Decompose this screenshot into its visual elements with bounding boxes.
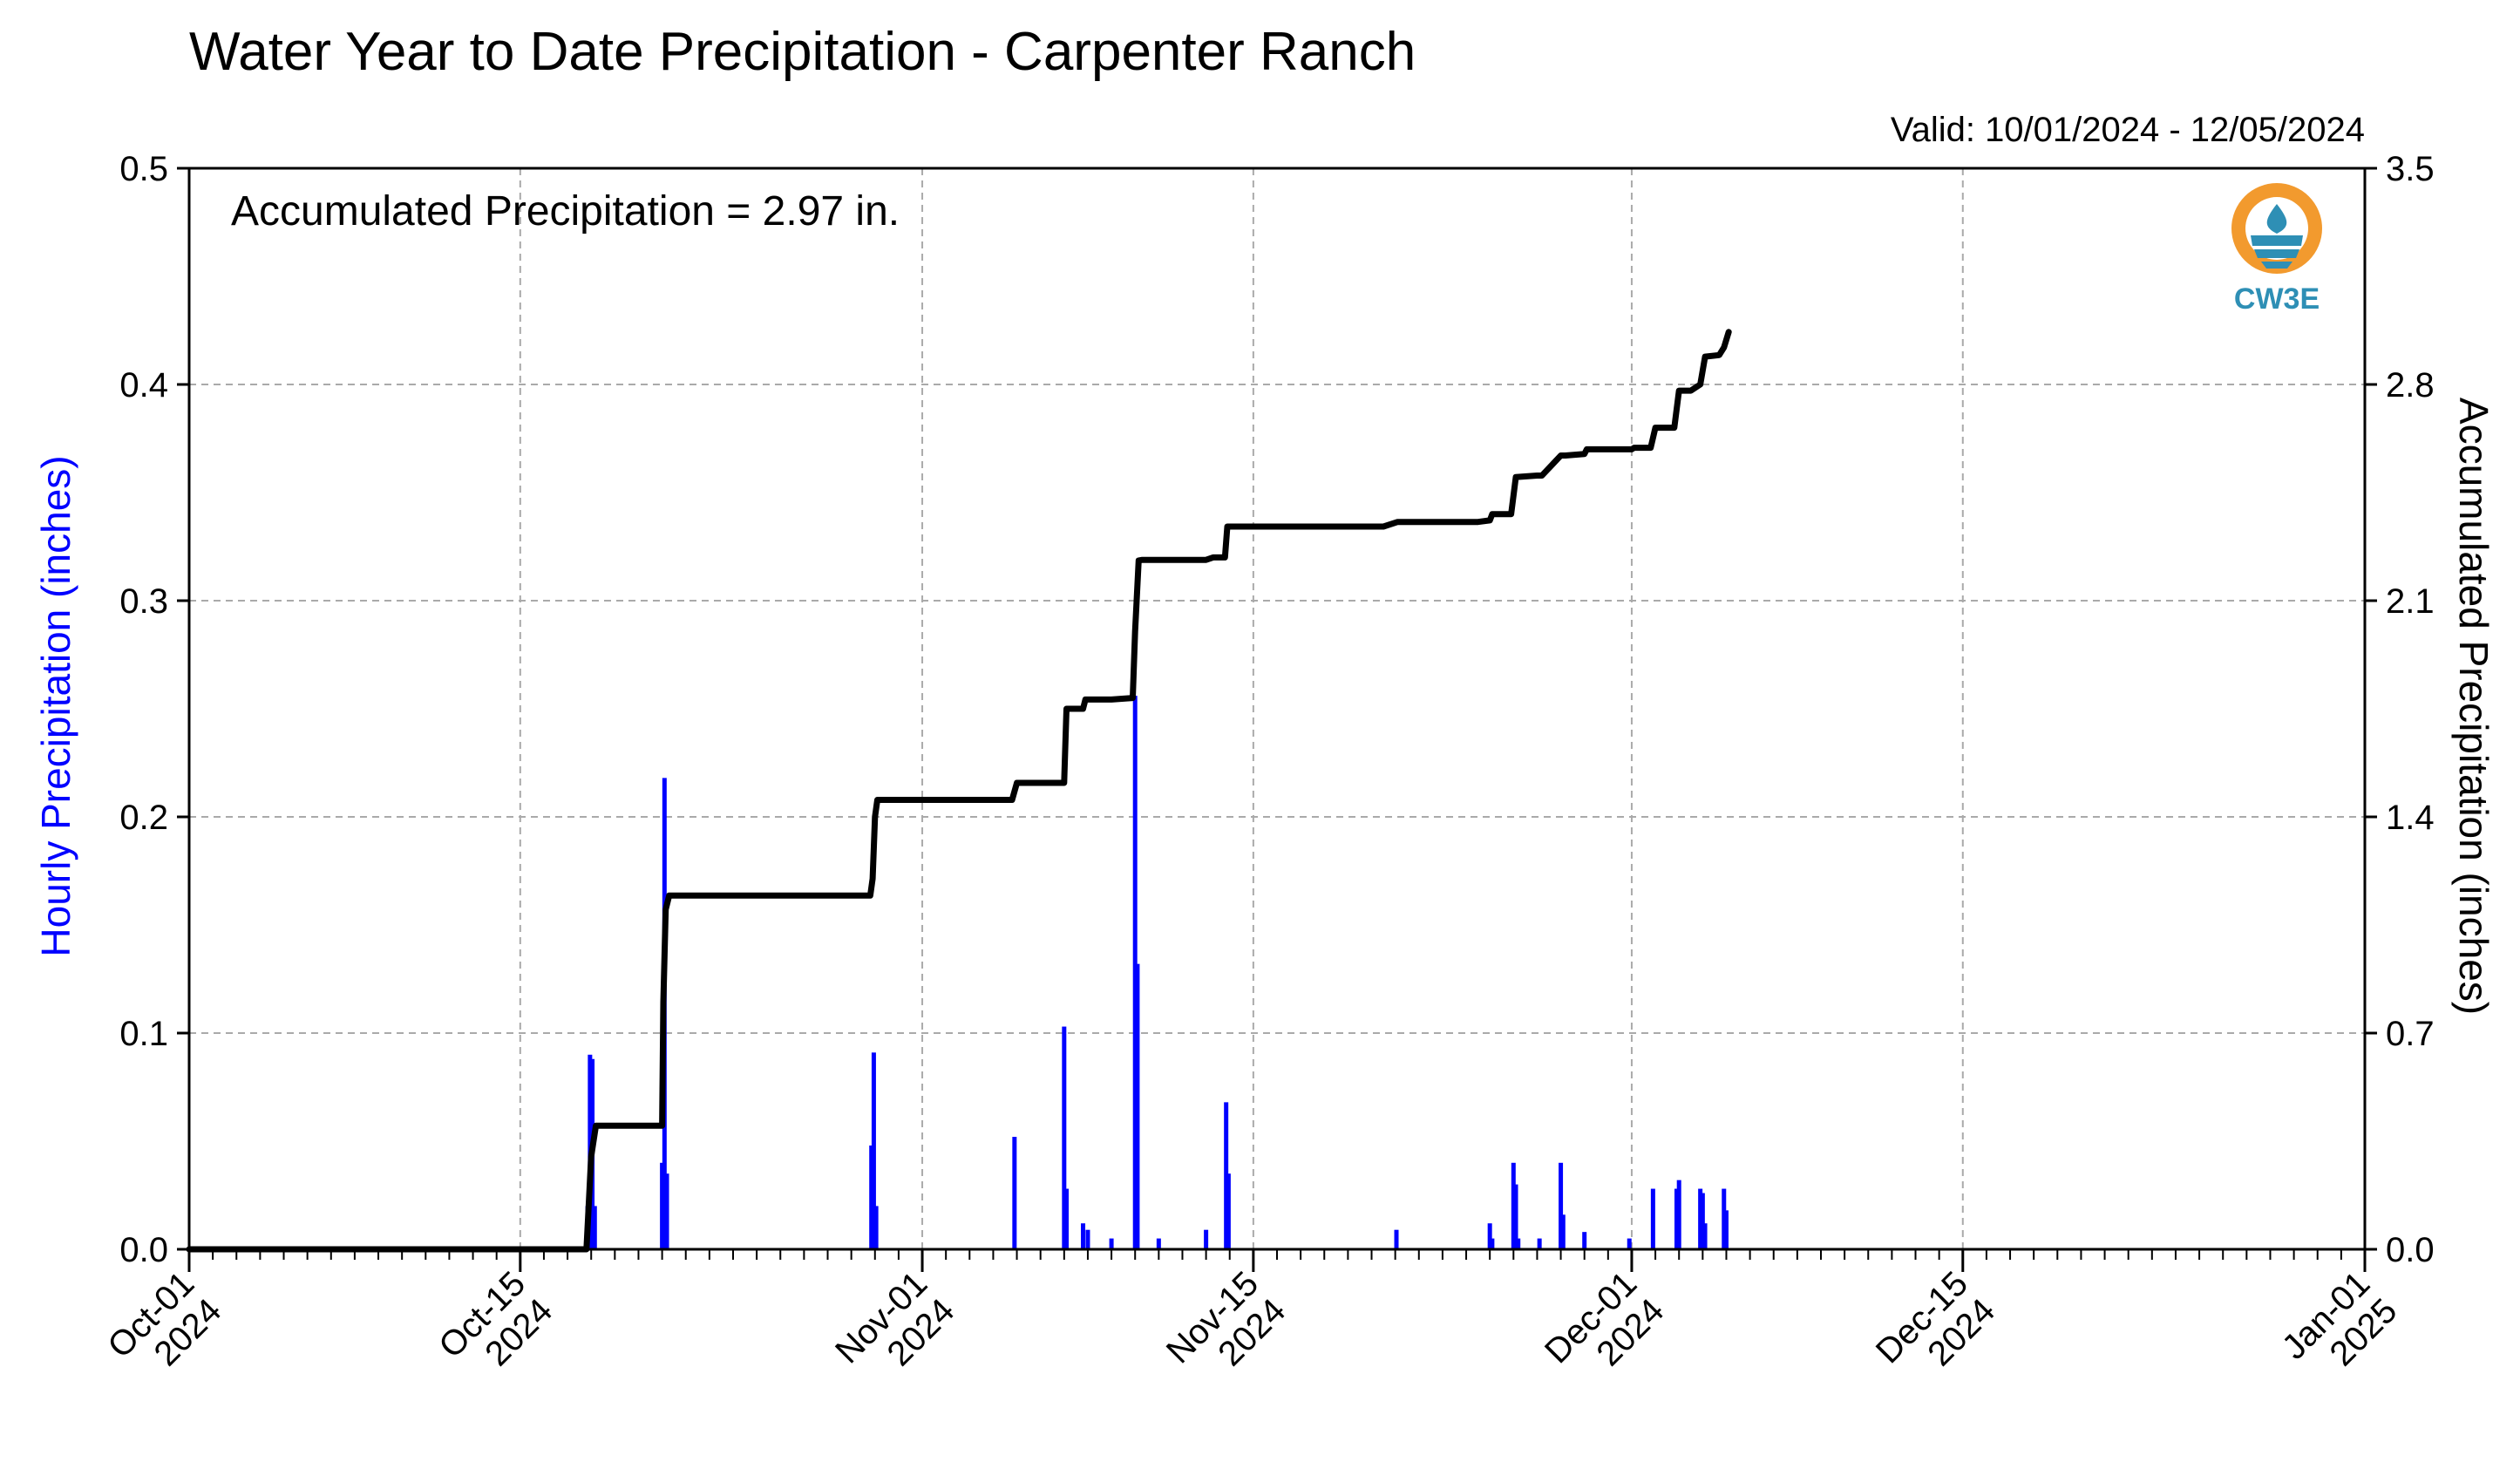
hourly-bar bbox=[1487, 1223, 1492, 1249]
y-left-tick-label: 0.2 bbox=[119, 799, 168, 837]
y-right-tick-label: 0.7 bbox=[2386, 1015, 2435, 1053]
hourly-bar bbox=[1698, 1188, 1703, 1249]
axes: 0.0 0.1 0.2 0.3 0.4 0.5 0.0 0.7 1.4 2.1 2.8 3.5 Oct-… bbox=[100, 150, 2435, 1373]
hourly-bar bbox=[1224, 1102, 1229, 1249]
chart-title: Water Year to Date Precipitation - Carpe… bbox=[189, 22, 1416, 82]
hourly-bar bbox=[1490, 1238, 1495, 1249]
grid-lines bbox=[189, 168, 2365, 1249]
hourly-bar bbox=[1516, 1238, 1521, 1249]
hourly-bar bbox=[1650, 1188, 1655, 1249]
hourly-bar bbox=[1560, 1214, 1566, 1249]
y-left-tick-label: 0.5 bbox=[119, 150, 168, 188]
hourly-bar bbox=[1627, 1238, 1632, 1249]
hourly-bar bbox=[871, 1052, 876, 1249]
hourly-bar bbox=[1702, 1223, 1708, 1249]
hourly-bar bbox=[873, 1206, 879, 1249]
hourly-bar bbox=[1012, 1137, 1017, 1249]
plot-frame bbox=[187, 167, 2367, 1251]
y-right-tick-label: 2.1 bbox=[2386, 582, 2435, 621]
accumulated-line bbox=[186, 329, 1732, 1253]
hourly-bar bbox=[1582, 1232, 1587, 1249]
hourly-bar bbox=[1135, 963, 1140, 1249]
hourly-bar bbox=[1559, 1162, 1564, 1249]
hourly-bar bbox=[1722, 1188, 1727, 1249]
y-right-tick-label: 1.4 bbox=[2386, 799, 2435, 837]
hourly-bar bbox=[660, 1162, 665, 1249]
y-right-tick-label: 3.5 bbox=[2386, 150, 2435, 188]
chart-subtitle: Valid: 10/01/2024 - 12/05/2024 bbox=[1891, 111, 2365, 149]
hourly-bar bbox=[1156, 1238, 1161, 1249]
hourly-bar bbox=[869, 1145, 874, 1249]
hourly-bar bbox=[1226, 1173, 1231, 1249]
hourly-bar bbox=[1394, 1229, 1399, 1249]
hourly-bar bbox=[1674, 1188, 1680, 1249]
hourly-bar bbox=[1511, 1162, 1516, 1249]
accumulated-annotation: Accumulated Precipitation = 2.97 in. bbox=[231, 188, 900, 235]
hourly-bar bbox=[1723, 1210, 1729, 1249]
hourly-bars bbox=[585, 696, 1729, 1249]
hourly-bar bbox=[1109, 1238, 1114, 1249]
hourly-bar bbox=[1132, 696, 1138, 1249]
hourly-bar bbox=[664, 1173, 669, 1249]
hourly-bar bbox=[1064, 1188, 1070, 1249]
hourly-bar bbox=[1062, 1026, 1067, 1249]
y-right-tick-label: 2.8 bbox=[2386, 366, 2435, 405]
cw3e-logo: CW3E bbox=[2231, 183, 2322, 316]
y-left-tick-label: 0.3 bbox=[119, 582, 168, 621]
hourly-bar bbox=[1081, 1223, 1086, 1249]
hourly-bar bbox=[1676, 1180, 1681, 1249]
hourly-bar bbox=[1204, 1229, 1209, 1249]
hourly-bar bbox=[1700, 1193, 1705, 1249]
hourly-bar bbox=[592, 1206, 597, 1249]
y-left-tick-label: 0.0 bbox=[119, 1231, 168, 1269]
y-axis-left-label: Hourly Precipitation (inches) bbox=[33, 455, 78, 956]
y-left-tick-label: 0.4 bbox=[119, 366, 168, 405]
hourly-bar bbox=[1085, 1229, 1090, 1249]
accumulated-line-group bbox=[186, 329, 1732, 1253]
hourly-bar bbox=[1537, 1238, 1542, 1249]
logo-text: CW3E bbox=[2234, 282, 2320, 316]
hourly-bar bbox=[1513, 1184, 1518, 1249]
y-axis-right-label: Accumulated Precipitation (inches) bbox=[2451, 398, 2496, 1015]
y-right-tick-label: 0.0 bbox=[2386, 1231, 2435, 1269]
y-left-tick-label: 0.1 bbox=[119, 1015, 168, 1053]
